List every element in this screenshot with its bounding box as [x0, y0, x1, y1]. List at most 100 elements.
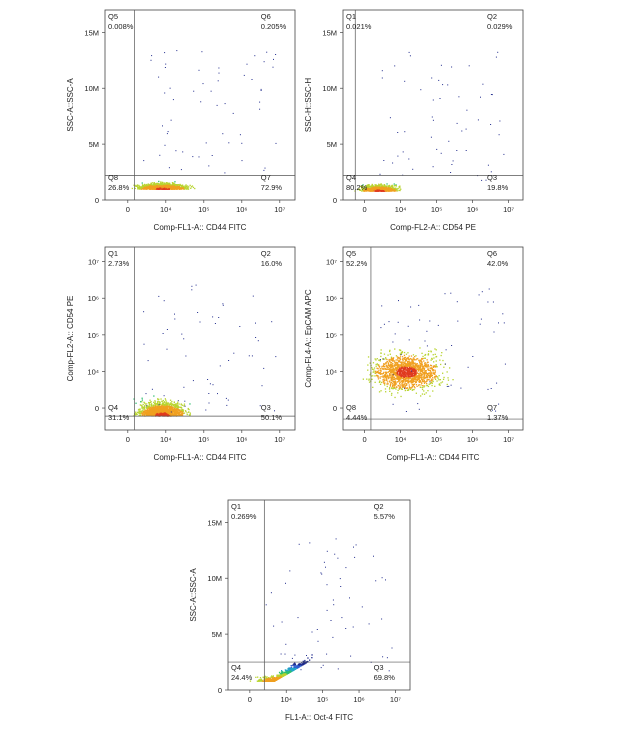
quadrant-name: Q7 [261, 173, 271, 182]
y-tick-label: 0 [95, 196, 99, 205]
x-tick-label: 10⁴ [395, 205, 407, 214]
x-tick-label: 10⁷ [274, 435, 285, 444]
quadrant-percent: 50.1% [261, 413, 283, 422]
quadrant-name: Q2 [374, 502, 384, 511]
y-tick-label: 0 [333, 404, 337, 413]
x-tick-label: 10⁴ [160, 435, 172, 444]
quadrant-name: Q3 [261, 403, 271, 412]
quadrant-percent: 0.029% [487, 22, 513, 31]
y-tick-label: 5M [212, 630, 222, 639]
quadrant-name: Q7 [487, 403, 497, 412]
event-cloud [133, 284, 277, 417]
quadrant-percent: 19.8% [487, 183, 509, 192]
y-tick-label: 0 [333, 196, 337, 205]
x-tick-label: 10⁶ [236, 205, 247, 214]
quadrant-name: Q4 [346, 173, 356, 182]
x-tick-label: 0 [126, 435, 130, 444]
quadrant-name: Q2 [261, 249, 271, 258]
y-axis-label: SSC-H::SSC-H [304, 78, 313, 132]
quadrant-name: Q1 [231, 502, 241, 511]
x-tick-label: 10⁶ [353, 695, 364, 704]
x-axis-label: Comp-FL1-A:: CD44 FITC [154, 223, 247, 232]
x-tick-label: 10⁴ [395, 435, 407, 444]
quadrant-name: Q8 [108, 173, 118, 182]
quadrant-percent: 24.4% [231, 673, 253, 682]
x-tick-label: 0 [248, 695, 252, 704]
x-tick-label: 0 [126, 205, 130, 214]
x-tick-label: 10⁵ [198, 435, 209, 444]
quadrant-percent: 26.8% [108, 183, 130, 192]
y-tick-label: 15M [84, 28, 99, 37]
y-tick-label: 0 [95, 404, 99, 413]
x-tick-label: 10⁷ [503, 205, 514, 214]
plot-frame [342, 246, 524, 431]
quadrant-name: Q6 [261, 12, 271, 21]
quadrant-percent: 0.008% [108, 22, 134, 31]
plot-frame [227, 499, 411, 691]
y-tick-label: 10M [84, 84, 99, 93]
quadrant-name: Q2 [487, 12, 497, 21]
quadrant-name: Q5 [108, 12, 118, 21]
quadrant-name: Q1 [108, 249, 118, 258]
quadrant-percent: 0.021% [346, 22, 372, 31]
quadrant-percent: 31.1% [108, 413, 130, 422]
y-tick-label: 5M [327, 140, 337, 149]
y-tick-label: 5M [89, 140, 99, 149]
x-tick-label: 0 [363, 205, 367, 214]
quadrant-name: Q3 [374, 663, 384, 672]
x-tick-label: 10⁵ [317, 695, 328, 704]
x-axis-label: Comp-FL1-A:: CD44 FITC [387, 453, 480, 462]
y-axis-label: Comp-FL2-A:: CD54 PE [66, 296, 75, 382]
quadrant-percent: 1.37% [487, 413, 509, 422]
quadrant-percent: 5.57% [374, 512, 396, 521]
x-tick-label: 10⁶ [236, 435, 247, 444]
event-cloud [354, 51, 505, 192]
x-axis-label: Comp-FL1-A:: CD44 FITC [154, 453, 247, 462]
y-tick-label: 10⁴ [325, 367, 337, 376]
quadrant-percent: 80.2% [346, 183, 368, 192]
x-tick-label: 10⁷ [274, 205, 285, 214]
y-tick-label: 10⁴ [87, 367, 99, 376]
y-axis-label: Comp-FL4-A:: EpCAM APC [304, 289, 313, 387]
x-tick-label: 10⁵ [431, 435, 442, 444]
quadrant-name: Q5 [346, 249, 356, 258]
quadrant-name: Q3 [487, 173, 497, 182]
quadrant-name: Q6 [487, 249, 497, 258]
quadrant-percent: 52.2% [346, 259, 368, 268]
x-tick-label: 10⁷ [503, 435, 514, 444]
quadrant-name: Q4 [231, 663, 241, 672]
y-axis-label: SSC-A::SSC-A [189, 568, 198, 622]
x-tick-label: 0 [363, 435, 367, 444]
quadrant-name: Q8 [346, 403, 356, 412]
y-axis-label: SSC-A::SSC-A [66, 78, 75, 132]
event-cloud [362, 288, 506, 412]
y-tick-label: 10⁵ [88, 331, 99, 340]
quadrant-percent: 42.0% [487, 259, 509, 268]
y-tick-label: 10⁶ [88, 294, 99, 303]
x-tick-label: 10⁵ [198, 205, 209, 214]
quadrant-percent: 16.0% [261, 259, 283, 268]
y-tick-label: 10⁶ [326, 294, 337, 303]
y-tick-label: 0 [218, 686, 222, 695]
plot-frame [342, 9, 524, 201]
quadrant-percent: 72.9% [261, 183, 283, 192]
x-tick-label: 10⁶ [467, 205, 478, 214]
x-tick-label: 10⁴ [160, 205, 172, 214]
quadrant-name: Q1 [346, 12, 356, 21]
quadrant-percent: 4.44% [346, 413, 368, 422]
event-cloud [131, 50, 277, 190]
y-tick-label: 15M [207, 518, 222, 527]
x-tick-label: 10⁴ [280, 695, 292, 704]
quadrant-percent: 69.8% [374, 673, 396, 682]
x-tick-label: 10⁵ [431, 205, 442, 214]
quadrant-percent: 2.73% [108, 259, 130, 268]
quadrant-percent: 0.269% [231, 512, 257, 521]
y-tick-label: 10⁷ [326, 258, 337, 267]
x-tick-label: 10⁷ [390, 695, 401, 704]
